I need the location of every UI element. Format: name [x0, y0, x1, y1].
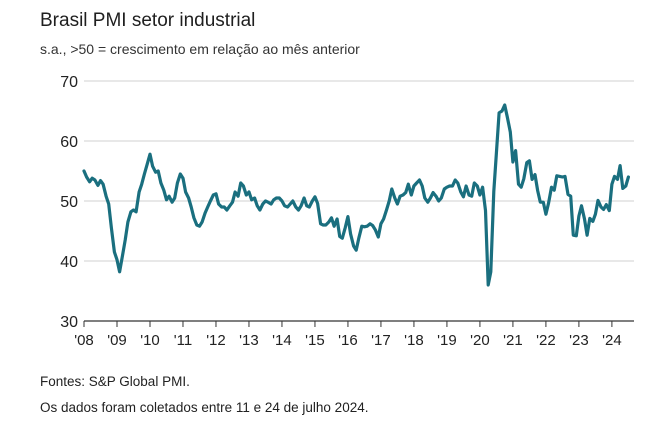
x-tick-label-2011: '11 — [174, 332, 192, 349]
y-tick-label-30: 30 — [60, 314, 78, 331]
x-tick-label-2013: '13 — [239, 332, 259, 349]
y-tick-label-60: 60 — [60, 134, 78, 151]
x-tick-label-2023: '23 — [569, 332, 589, 349]
source-note: Fontes: S&P Global PMI. — [40, 374, 190, 389]
x-tick-label-2008: '08 — [74, 332, 94, 349]
x-tick-label-2020: '20 — [470, 332, 490, 349]
chart-title: Brasil PMI setor industrial — [40, 10, 256, 31]
x-tick-label-2019: '19 — [437, 332, 457, 349]
x-tick-label-2024: '24 — [602, 332, 622, 349]
data-collection-note: Os dados foram coletados entre 11 e 24 d… — [40, 400, 369, 415]
x-tick-label-2018: '18 — [404, 332, 424, 349]
x-tick-label-2016: '16 — [338, 332, 358, 349]
x-tick-label-2022: '22 — [536, 332, 556, 349]
x-tick-label-2012: '12 — [206, 332, 226, 349]
y-tick-label-40: 40 — [60, 254, 78, 271]
y-tick-label-50: 50 — [60, 194, 78, 211]
x-tick-label-2009: '09 — [107, 332, 127, 349]
chart-subtitle: s.a., >50 = crescimento em relação ao mê… — [40, 41, 360, 57]
x-tick-label-2015: '15 — [305, 332, 325, 349]
x-tick-label-2017: '17 — [371, 332, 391, 349]
pmi-line-chart: 30 40 50 60 70 '08 '09 '10 '11 '12 '13 '14 '15 '16 '17… — [60, 74, 634, 349]
y-tick-label-70: 70 — [60, 74, 78, 91]
x-tick-label-2021: '21 — [503, 332, 523, 349]
x-tick-label-2010: '10 — [140, 332, 160, 349]
x-tick-label-2014: '14 — [272, 332, 292, 349]
series-line-pmi — [82, 103, 630, 287]
